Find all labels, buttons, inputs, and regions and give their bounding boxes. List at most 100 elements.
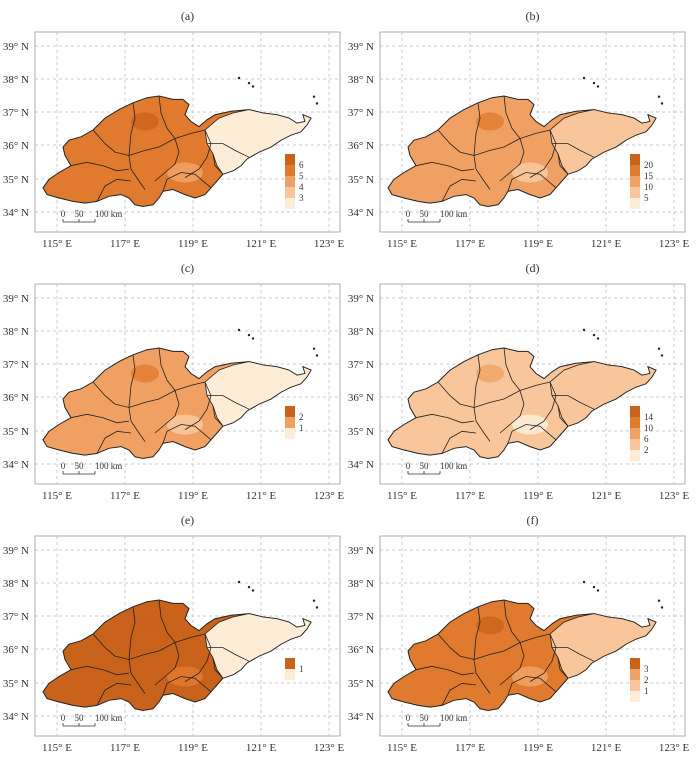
- city-boundary: [507, 676, 557, 696]
- city-boundary: [70, 161, 130, 172]
- city-boundary: [207, 395, 250, 410]
- longitude-tick-label: 121° E: [591, 238, 622, 250]
- legend-swatch: [630, 198, 640, 209]
- panel-label: (c): [181, 261, 194, 275]
- longitude-tick-label: 119° E: [523, 238, 553, 250]
- city-boundary: [154, 642, 180, 686]
- latitude-tick-label: 38° N: [3, 74, 29, 86]
- latitude-tick-label: 35° N: [3, 426, 29, 438]
- shade-patch: [512, 414, 548, 435]
- longitude-tick-label: 123° E: [659, 742, 690, 754]
- city-boundary: [70, 413, 130, 424]
- panel-label: (a): [181, 9, 194, 23]
- city-boundary: [437, 129, 475, 156]
- scale-label: 100 km: [95, 713, 122, 723]
- latitude-tick-label: 39° N: [348, 545, 374, 557]
- island: [312, 95, 316, 98]
- latitude-tick-label: 34° N: [348, 711, 374, 723]
- city-boundary: [128, 354, 136, 408]
- city-boundary: [441, 178, 477, 202]
- legend-label: 1: [299, 664, 304, 674]
- longitude-tick-label: 117° E: [455, 238, 485, 250]
- shade-patch: [512, 666, 548, 687]
- legend-label: 5: [299, 171, 304, 181]
- city-boundary: [415, 413, 475, 424]
- island: [237, 580, 241, 584]
- map-panel: (b) 39° N 38° N 37° N 36° N 35° N 34° N 115° E 1…: [348, 9, 690, 250]
- island: [582, 580, 586, 584]
- legend-swatch: [285, 198, 295, 209]
- longitude-tick-label: 115° E: [387, 238, 417, 250]
- longitude-tick-label: 123° E: [314, 490, 345, 502]
- longitude-tick-label: 117° E: [455, 742, 485, 754]
- legend-swatch: [630, 669, 640, 680]
- latitude-tick-label: 36° N: [348, 140, 374, 152]
- map-panel: (f) 39° N 38° N 37° N 36° N 35° N 34° N 115° E 1…: [348, 513, 690, 754]
- latitude-tick-label: 37° N: [348, 611, 374, 623]
- longitude-tick-label: 117° E: [455, 490, 485, 502]
- shade-patch: [131, 364, 159, 383]
- latitude-tick-label: 39° N: [3, 293, 29, 305]
- city-boundary: [158, 599, 176, 643]
- legend-label: 4: [299, 182, 304, 192]
- city-boundary: [128, 102, 136, 156]
- shade-patch: [167, 666, 203, 687]
- map-panel: (c) 39° N 38° N 37° N 36° N 35° N 34° N 115° E 1…: [3, 261, 345, 502]
- legend-swatch: [285, 176, 295, 187]
- panel-label: (d): [526, 261, 540, 275]
- map-panel: (d) 39° N 38° N 37° N 36° N 35° N 34° N 115° E 1…: [348, 261, 690, 502]
- island: [315, 102, 319, 105]
- island: [592, 585, 596, 589]
- city-boundary: [473, 102, 481, 156]
- latitude-tick-label: 37° N: [3, 359, 29, 371]
- longitude-tick-label: 119° E: [178, 490, 208, 502]
- city-boundary: [184, 633, 212, 682]
- scale-label: 50: [420, 713, 430, 723]
- city-boundary: [128, 633, 206, 660]
- legend-swatch: [285, 165, 295, 176]
- legend-label: 6: [644, 434, 649, 444]
- longitude-tick-label: 119° E: [523, 742, 553, 754]
- latitude-tick-label: 38° N: [348, 74, 374, 86]
- city-boundary: [441, 682, 477, 706]
- latitude-tick-label: 37° N: [348, 359, 374, 371]
- latitude-tick-label: 38° N: [3, 578, 29, 590]
- city-boundary: [499, 642, 525, 686]
- city-boundary: [557, 405, 569, 427]
- city-boundary: [415, 161, 475, 172]
- city-boundary: [473, 606, 481, 660]
- city-boundary: [552, 143, 595, 158]
- island: [596, 337, 600, 340]
- scale-label: 0: [61, 461, 66, 471]
- city-boundary: [158, 347, 176, 391]
- island: [315, 606, 319, 609]
- city-boundary: [212, 405, 224, 427]
- longitude-tick-label: 115° E: [387, 742, 417, 754]
- longitude-tick-label: 121° E: [246, 742, 277, 754]
- island: [312, 599, 316, 602]
- scale-label: 0: [61, 209, 66, 219]
- city-boundary: [552, 395, 595, 410]
- longitude-tick-label: 123° E: [314, 238, 345, 250]
- island: [660, 606, 664, 609]
- legend-label: 10: [644, 182, 654, 192]
- shade-patch: [512, 162, 548, 183]
- latitude-tick-label: 35° N: [348, 174, 374, 186]
- legend-swatch: [285, 428, 295, 439]
- legend-label: 2: [644, 445, 649, 455]
- shade-patch: [476, 616, 504, 635]
- legend-swatch: [630, 691, 640, 702]
- city-boundary: [557, 657, 569, 679]
- latitude-tick-label: 35° N: [3, 678, 29, 690]
- city-boundary: [473, 155, 491, 190]
- panel-label: (e): [181, 513, 194, 527]
- panel-label: (b): [526, 9, 540, 23]
- city-boundary: [437, 633, 475, 660]
- city-boundary: [162, 424, 212, 444]
- shade-patch: [476, 364, 504, 383]
- city-boundary: [473, 354, 481, 408]
- legend-label: 1: [644, 686, 649, 696]
- legend-swatch: [630, 658, 640, 669]
- latitude-tick-label: 36° N: [3, 392, 29, 404]
- city-boundary: [529, 381, 557, 430]
